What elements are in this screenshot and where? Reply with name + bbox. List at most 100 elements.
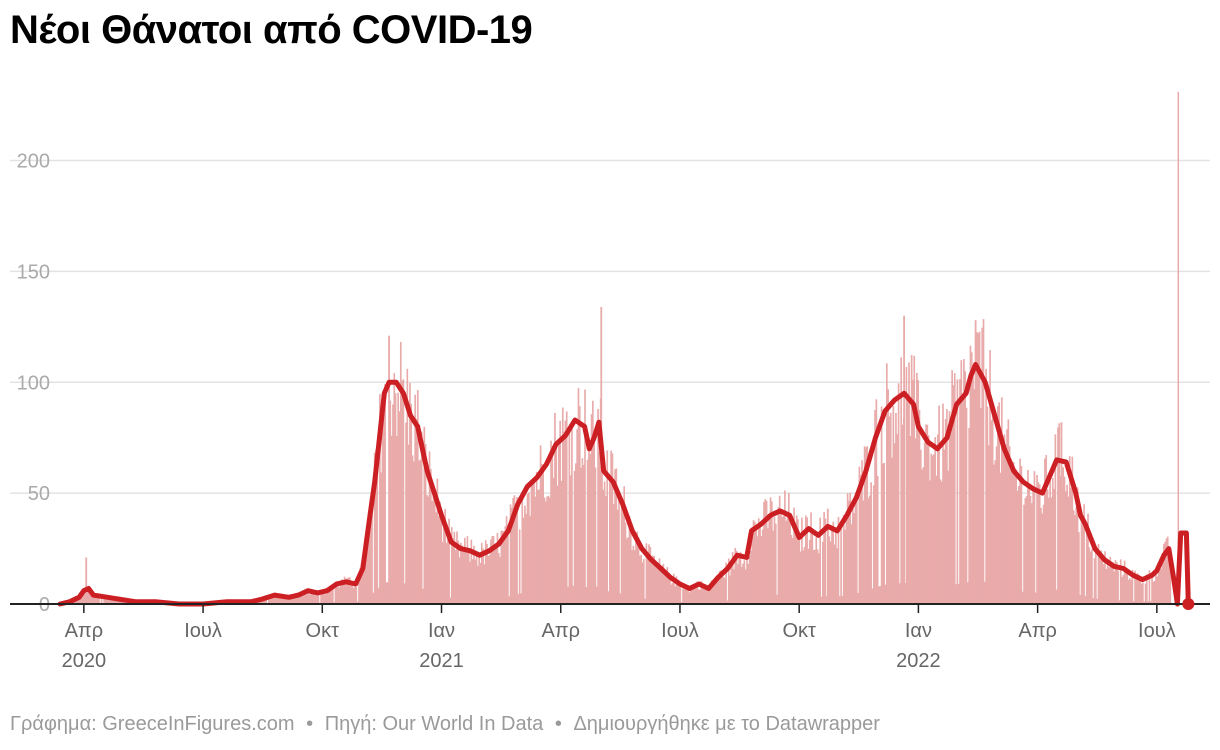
daily-bar bbox=[77, 598, 79, 604]
daily-bar bbox=[1016, 490, 1019, 604]
daily-bar bbox=[544, 501, 547, 604]
daily-bar bbox=[1114, 560, 1117, 604]
daily-bar bbox=[804, 515, 807, 604]
daily-bar bbox=[966, 582, 969, 604]
daily-bar bbox=[1104, 551, 1106, 604]
daily-bar bbox=[341, 579, 343, 604]
daily-bar bbox=[940, 481, 943, 604]
daily-bar bbox=[516, 496, 518, 604]
daily-bar bbox=[320, 589, 322, 604]
daily-bar bbox=[113, 598, 116, 604]
daily-bar bbox=[446, 534, 449, 604]
daily-bar bbox=[994, 460, 997, 604]
daily-bar bbox=[385, 582, 388, 604]
daily-bar bbox=[933, 454, 935, 604]
daily-bar bbox=[615, 468, 618, 604]
daily-bar bbox=[906, 393, 909, 604]
daily-bar bbox=[948, 411, 951, 604]
daily-bar bbox=[504, 526, 507, 604]
x-tick-label: Ιουλ bbox=[661, 620, 699, 642]
daily-bar bbox=[273, 593, 275, 604]
daily-bar bbox=[844, 529, 846, 604]
y-axis-ticks: 050100150200 bbox=[17, 151, 50, 616]
daily-bar bbox=[814, 549, 816, 604]
daily-bar bbox=[1135, 577, 1138, 604]
daily-bar bbox=[811, 529, 814, 604]
daily-bar bbox=[960, 360, 963, 604]
daily-bar bbox=[441, 541, 444, 604]
daily-bar bbox=[878, 586, 880, 604]
daily-bar bbox=[946, 409, 948, 604]
daily-bar bbox=[466, 536, 469, 604]
daily-bar bbox=[943, 449, 946, 604]
daily-bar bbox=[104, 597, 107, 604]
daily-bar bbox=[927, 435, 930, 604]
daily-bar bbox=[730, 560, 733, 604]
daily-bar bbox=[718, 571, 721, 604]
daily-bar bbox=[798, 531, 801, 604]
daily-bar bbox=[382, 413, 385, 604]
daily-bar bbox=[778, 495, 781, 604]
moving-average-line-group bbox=[57, 362, 1191, 607]
daily-bar bbox=[904, 583, 906, 604]
daily-bar bbox=[658, 558, 661, 604]
daily-bar bbox=[957, 583, 960, 604]
daily-bar bbox=[895, 412, 897, 604]
daily-bar bbox=[849, 492, 852, 604]
y-tick-label: 150 bbox=[17, 261, 50, 283]
daily-bar bbox=[955, 584, 957, 604]
daily-bar bbox=[414, 394, 416, 604]
daily-bar bbox=[1062, 467, 1065, 604]
daily-bar bbox=[386, 582, 389, 604]
daily-bar bbox=[944, 419, 947, 604]
daily-bar bbox=[760, 535, 763, 604]
daily-bar bbox=[1053, 488, 1055, 604]
daily-bar bbox=[891, 457, 893, 604]
daily-bar bbox=[1118, 600, 1121, 604]
daily-bar-spike bbox=[826, 508, 829, 604]
daily-bar bbox=[1142, 582, 1144, 604]
daily-bar bbox=[286, 596, 288, 604]
daily-bar bbox=[95, 594, 98, 604]
daily-bar bbox=[402, 379, 405, 604]
daily-bar bbox=[950, 432, 952, 604]
daily-bar bbox=[1000, 397, 1003, 604]
daily-bar bbox=[401, 380, 403, 604]
daily-bar bbox=[1126, 572, 1129, 604]
daily-bar bbox=[723, 578, 726, 604]
daily-bar bbox=[283, 596, 286, 604]
daily-bar bbox=[806, 517, 808, 604]
daily-bar bbox=[1017, 486, 1020, 604]
daily-bar bbox=[497, 552, 500, 604]
daily-bar bbox=[437, 516, 440, 604]
daily-bar bbox=[1096, 598, 1099, 604]
daily-bar bbox=[1129, 578, 1131, 604]
daily-bar bbox=[348, 577, 351, 604]
daily-bar bbox=[1091, 549, 1093, 604]
daily-bar bbox=[1081, 517, 1084, 604]
daily-bar bbox=[987, 445, 990, 604]
daily-bar bbox=[571, 428, 573, 604]
daily-bar bbox=[288, 597, 291, 604]
daily-bar bbox=[267, 598, 270, 604]
daily-bar bbox=[989, 350, 991, 604]
daily-bar bbox=[495, 544, 497, 604]
daily-bar bbox=[997, 406, 999, 604]
daily-bar bbox=[818, 553, 820, 604]
daily-bar bbox=[1115, 562, 1118, 604]
daily-bar bbox=[795, 515, 798, 604]
daily-bar bbox=[751, 526, 754, 604]
daily-bar bbox=[646, 557, 649, 604]
daily-bar bbox=[1048, 497, 1050, 604]
daily-bar bbox=[977, 333, 980, 604]
daily-bar bbox=[541, 463, 543, 604]
daily-bar bbox=[449, 597, 452, 604]
daily-bar bbox=[973, 389, 976, 604]
daily-bar bbox=[1068, 456, 1071, 604]
daily-bar bbox=[527, 492, 530, 604]
daily-bar bbox=[1130, 579, 1132, 604]
daily-bar bbox=[406, 368, 409, 604]
daily-bar bbox=[444, 508, 447, 604]
daily-bar bbox=[939, 479, 942, 604]
daily-bar bbox=[563, 431, 565, 604]
